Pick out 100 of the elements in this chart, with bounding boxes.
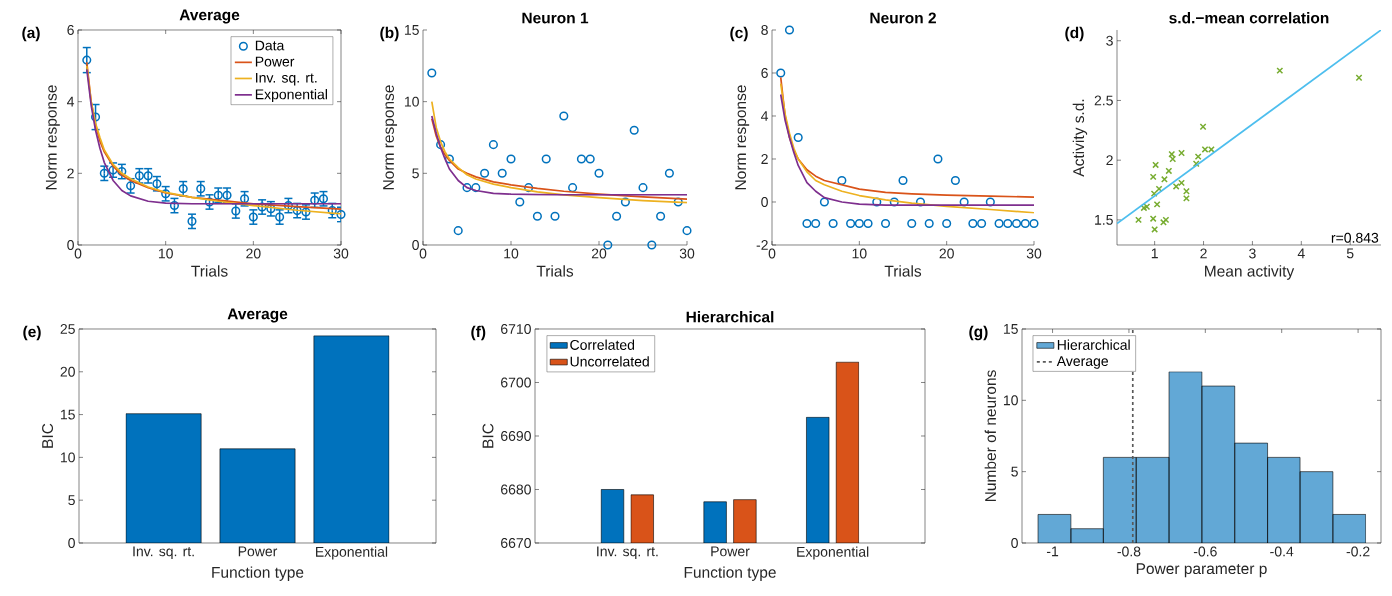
y-axis-title: Norm response [45, 85, 60, 190]
point [915, 197, 926, 207]
point [647, 240, 657, 250]
x-tick-label: 3 [1249, 248, 1256, 259]
y-axis-title: Norm response [383, 85, 398, 190]
x-tick-label: -0.4 [1270, 546, 1294, 557]
point [462, 183, 472, 193]
x-tick-label: -1 [1046, 546, 1059, 557]
point [837, 175, 847, 186]
chart-title: Average [179, 9, 240, 24]
y-tick-label: 6700 [501, 377, 531, 388]
point [576, 154, 586, 164]
point [673, 197, 683, 207]
y-tick-label: 2 [67, 168, 74, 179]
legend-label: Exponential [255, 89, 327, 103]
point [550, 211, 560, 221]
point [444, 154, 454, 164]
point [1003, 218, 1013, 229]
x-axis-title: Power parameter p [1136, 563, 1267, 578]
point [942, 218, 952, 229]
y-tick-label: 10 [1003, 395, 1018, 406]
x-axis-title: Trials [536, 265, 574, 277]
point [327, 206, 337, 216]
y-tick-label: 5 [68, 495, 75, 506]
y-axis-title: BIC [42, 423, 54, 448]
point [603, 240, 613, 250]
x-tick-label: 0 [419, 248, 427, 259]
point [1168, 150, 1176, 158]
x-tick-label: 30 [333, 248, 349, 259]
point [594, 168, 604, 178]
y-axis-title: Norm response [735, 85, 750, 190]
y-tick-label: 6680 [501, 484, 531, 495]
y-tick-label: 0 [761, 197, 768, 207]
legend-label: Data [255, 40, 285, 51]
y-tick-label: 5 [412, 168, 419, 179]
text: (c) [730, 26, 748, 42]
legend-label: Uncorrelated [570, 356, 649, 367]
y-tick-label: 8 [761, 25, 768, 35]
chart-title: Hierarchical [686, 311, 774, 323]
y-axis-title: BIC [482, 423, 494, 448]
x-tick-label: Inv. sq. rt. [597, 546, 658, 560]
y-tick-label: 4 [67, 96, 75, 107]
x-tick-label: -0.8 [1117, 546, 1141, 557]
point [91, 112, 101, 122]
point [811, 218, 821, 229]
point [453, 226, 463, 236]
bar [219, 448, 296, 543]
x-tick-label: Exponential [797, 546, 869, 560]
point [828, 218, 838, 229]
legend-label: Inv. sq. rt. [256, 72, 317, 86]
point [784, 25, 795, 35]
x-axis-title: Function type [212, 566, 304, 581]
legend-label: Hierarchical [1057, 339, 1130, 350]
y-tick-label: 4 [761, 111, 769, 121]
text: (b) [380, 26, 399, 42]
point [515, 197, 525, 207]
point [612, 211, 622, 221]
point [656, 211, 666, 221]
annotation: r=0.843 [1331, 232, 1379, 243]
y-tick-label: 6690 [501, 431, 531, 441]
x-tick-label: 10 [158, 248, 173, 259]
point [488, 140, 498, 150]
chart-title: s.d.−mean correlation [1169, 12, 1329, 24]
point [924, 218, 934, 229]
point [480, 168, 490, 178]
point [776, 68, 786, 78]
point [169, 201, 179, 211]
y-tick-label: 5 [1011, 466, 1018, 477]
point [802, 218, 812, 229]
point [819, 197, 829, 207]
x-axis-title: Mean activity [1205, 265, 1295, 280]
point [629, 125, 639, 135]
y-tick-label: 1.5 [1095, 215, 1113, 225]
point [682, 226, 692, 236]
point [793, 132, 803, 143]
point [1011, 218, 1022, 229]
point [846, 218, 856, 229]
legend-label: Correlated [570, 339, 635, 350]
point [977, 218, 987, 229]
y-tick-label: 2.5 [1094, 95, 1113, 106]
point [471, 183, 481, 193]
point [933, 154, 943, 164]
x-tick-label: 2 [1200, 248, 1207, 259]
x-tick-label: 20 [246, 248, 261, 259]
y-tick-label: 25 [60, 324, 75, 334]
y-tick-label: 2 [761, 154, 768, 164]
y-tick-label: 15 [60, 409, 75, 420]
y-tick-label: 0 [68, 538, 75, 548]
chart-title: Average [227, 308, 288, 323]
y-tick-label: 6670 [501, 538, 531, 548]
x-tick-label: Power [711, 546, 750, 557]
text: (g) [969, 325, 988, 341]
point [950, 175, 960, 186]
y-tick-label: 15 [1003, 324, 1018, 334]
x-axis-title: Function type [684, 566, 776, 581]
chart-title: Neuron 1 [522, 12, 589, 24]
y-tick-label: 10 [60, 452, 75, 463]
point [82, 55, 92, 65]
x-axis-title: Trials [884, 265, 922, 277]
x-tick-label: 20 [591, 248, 607, 259]
